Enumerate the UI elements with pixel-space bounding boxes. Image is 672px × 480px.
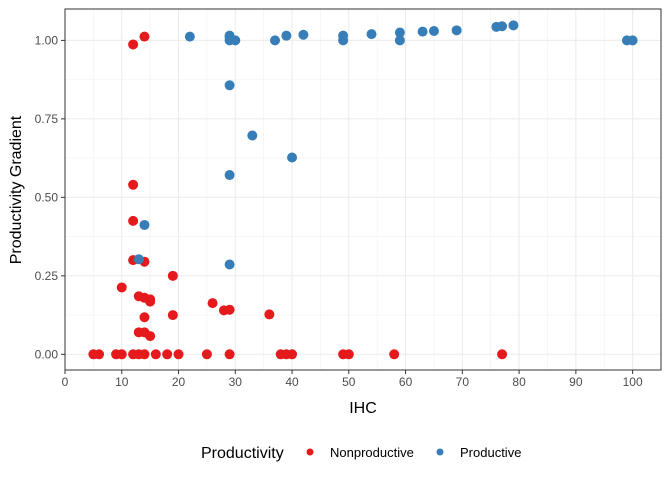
- point-nonproductive: [343, 349, 354, 360]
- point-productive: [508, 20, 519, 31]
- x-axis: 0 10 20 30 40 50 60 70 80 90 100: [62, 370, 643, 389]
- point-productive: [281, 30, 292, 41]
- point-nonproductive: [389, 349, 400, 360]
- point-nonproductive: [145, 296, 156, 307]
- point-nonproductive: [139, 31, 150, 42]
- legend-item-nonproductive: Nonproductive: [306, 445, 414, 460]
- legend-item-productive: Productive: [436, 445, 521, 460]
- point-nonproductive: [264, 309, 275, 320]
- legend: Productivity Nonproductive Productive: [201, 445, 521, 462]
- point-productive: [139, 219, 150, 230]
- point-productive: [338, 30, 349, 41]
- point-nonproductive: [167, 310, 178, 321]
- point-productive: [184, 31, 195, 42]
- point-nonproductive: [150, 349, 161, 360]
- x-tick-label: 20: [172, 375, 186, 389]
- x-tick-label: 90: [569, 375, 583, 389]
- point-productive: [224, 32, 235, 43]
- point-nonproductive: [167, 270, 178, 281]
- point-nonproductive: [128, 39, 139, 50]
- point-productive: [224, 170, 235, 181]
- x-tick-label: 30: [229, 375, 243, 389]
- point-productive: [394, 35, 405, 46]
- point-productive: [224, 80, 235, 91]
- point-nonproductive: [116, 282, 127, 293]
- legend-label-productive: Productive: [460, 445, 521, 460]
- point-productive: [247, 130, 258, 141]
- point-nonproductive: [224, 349, 235, 360]
- point-nonproductive: [497, 349, 508, 360]
- x-tick-label: 100: [623, 375, 643, 389]
- point-productive: [417, 26, 428, 37]
- point-nonproductive: [139, 349, 150, 360]
- point-productive: [298, 29, 309, 40]
- point-productive: [428, 25, 439, 36]
- y-tick-label: 1.00: [35, 33, 59, 47]
- point-nonproductive: [287, 349, 298, 360]
- y-axis: 0.00 0.25 0.50 0.75 1.00: [35, 33, 65, 361]
- x-axis-title: IHC: [349, 400, 377, 417]
- x-tick-label: 70: [456, 375, 470, 389]
- legend-label-nonproductive: Nonproductive: [330, 445, 414, 460]
- point-nonproductive: [173, 349, 184, 360]
- legend-key-nonproductive: [306, 448, 314, 456]
- point-nonproductive: [139, 312, 150, 323]
- grid-major: [64, 9, 661, 370]
- y-tick-label: 0.00: [35, 347, 59, 361]
- point-productive: [366, 29, 377, 40]
- point-nonproductive: [224, 304, 235, 315]
- point-productive: [270, 35, 281, 46]
- data-points: [88, 20, 638, 360]
- legend-title: Productivity: [201, 445, 284, 462]
- x-tick-label: 80: [512, 375, 526, 389]
- x-tick-label: 60: [399, 375, 413, 389]
- plot-panel: [64, 8, 662, 371]
- point-nonproductive: [116, 349, 127, 360]
- point-nonproductive: [162, 349, 173, 360]
- y-axis-title: Productivity Gradient: [8, 115, 25, 264]
- point-nonproductive: [94, 349, 105, 360]
- x-tick-label: 10: [115, 375, 129, 389]
- plot-background: [65, 9, 661, 370]
- point-nonproductive: [207, 298, 218, 309]
- point-productive: [497, 21, 508, 32]
- point-nonproductive: [145, 331, 156, 342]
- point-nonproductive: [201, 349, 212, 360]
- y-tick-label: 0.25: [35, 269, 59, 283]
- x-tick-label: 0: [62, 375, 69, 389]
- point-productive: [394, 27, 405, 38]
- y-tick-label: 0.50: [35, 190, 59, 204]
- point-productive: [224, 259, 235, 270]
- x-tick-label: 50: [342, 375, 356, 389]
- point-productive: [627, 35, 638, 46]
- legend-key-productive: [436, 448, 444, 456]
- x-tick-label: 40: [285, 375, 299, 389]
- grid-minor: [65, 9, 661, 370]
- point-nonproductive: [128, 179, 139, 190]
- point-productive: [287, 152, 298, 163]
- point-nonproductive: [128, 215, 139, 226]
- y-tick-label: 0.75: [35, 112, 59, 126]
- point-productive: [451, 25, 462, 36]
- plot-border: [64, 8, 662, 371]
- point-productive: [133, 254, 144, 265]
